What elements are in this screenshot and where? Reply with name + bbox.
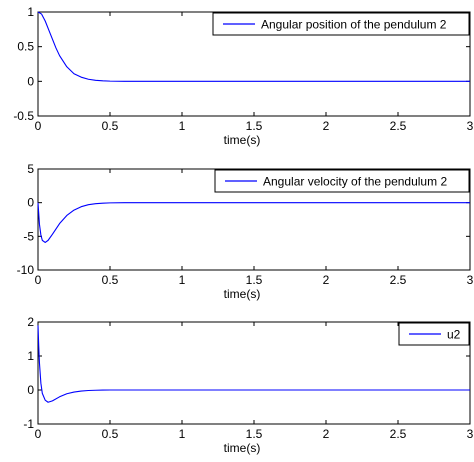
x-tick-label: 1.5 xyxy=(246,273,263,287)
legend-label: Angular position of the pendulum 2 xyxy=(261,18,447,32)
y-tick-label: 2 xyxy=(27,315,34,329)
series-line xyxy=(37,202,470,243)
y-tick-label: -0.5 xyxy=(13,109,34,123)
y-tick-label: 0 xyxy=(27,74,34,88)
x-tick-label: 2.5 xyxy=(390,427,407,441)
x-tick-label: 0.5 xyxy=(102,427,119,441)
plot-panel-angular-velocity: 0 0.5 1 1.5 2 2.5 3 -10 -5 0 5 time(s) Angular veloc… xyxy=(17,162,474,301)
x-tick-label: 0 xyxy=(35,273,42,287)
y-tick-label: 1 xyxy=(27,5,34,19)
series-line xyxy=(37,325,470,403)
x-axis-label: time(s) xyxy=(224,287,261,301)
x-tick-label: 2.5 xyxy=(390,273,407,287)
x-tick-label: 0.5 xyxy=(102,273,119,287)
y-tick-label: -1 xyxy=(23,417,34,431)
x-tick-label: 1.5 xyxy=(246,427,263,441)
plot-area xyxy=(37,321,471,425)
legend-label: Angular velocity of the pendulum 2 xyxy=(263,175,447,189)
x-tick-label: 1.5 xyxy=(246,119,263,133)
x-tick-label: 3 xyxy=(467,119,474,133)
x-tick-label: 2 xyxy=(323,427,330,441)
x-axis-label: time(s) xyxy=(224,133,261,147)
y-tick-label: -5 xyxy=(23,229,34,243)
x-tick-label: 1 xyxy=(179,273,186,287)
y-tick-label: 1 xyxy=(27,349,34,363)
series-line xyxy=(37,11,470,82)
x-axis-label: time(s) xyxy=(224,441,261,455)
x-tick-label: 1 xyxy=(179,427,186,441)
x-tick-label: 2 xyxy=(323,119,330,133)
x-tick-label: 0 xyxy=(35,119,42,133)
x-tick-label: 1 xyxy=(179,119,186,133)
x-tick-label: 3 xyxy=(467,273,474,287)
x-tick-label: 2 xyxy=(323,273,330,287)
x-tick-label: 3 xyxy=(467,427,474,441)
y-tick-label: 0 xyxy=(27,196,34,210)
x-tick-label: 0 xyxy=(35,427,42,441)
x-tick-label: 2.5 xyxy=(390,119,407,133)
y-tick-label: 5 xyxy=(27,162,34,176)
y-tick-label: -10 xyxy=(17,263,35,277)
x-tick-label: 0.5 xyxy=(102,119,119,133)
legend-box xyxy=(212,12,470,36)
y-tick-label: 0 xyxy=(27,383,34,397)
y-tick-label: 0.5 xyxy=(17,40,34,54)
legend-box xyxy=(214,169,470,193)
legend-label: u2 xyxy=(447,328,461,342)
